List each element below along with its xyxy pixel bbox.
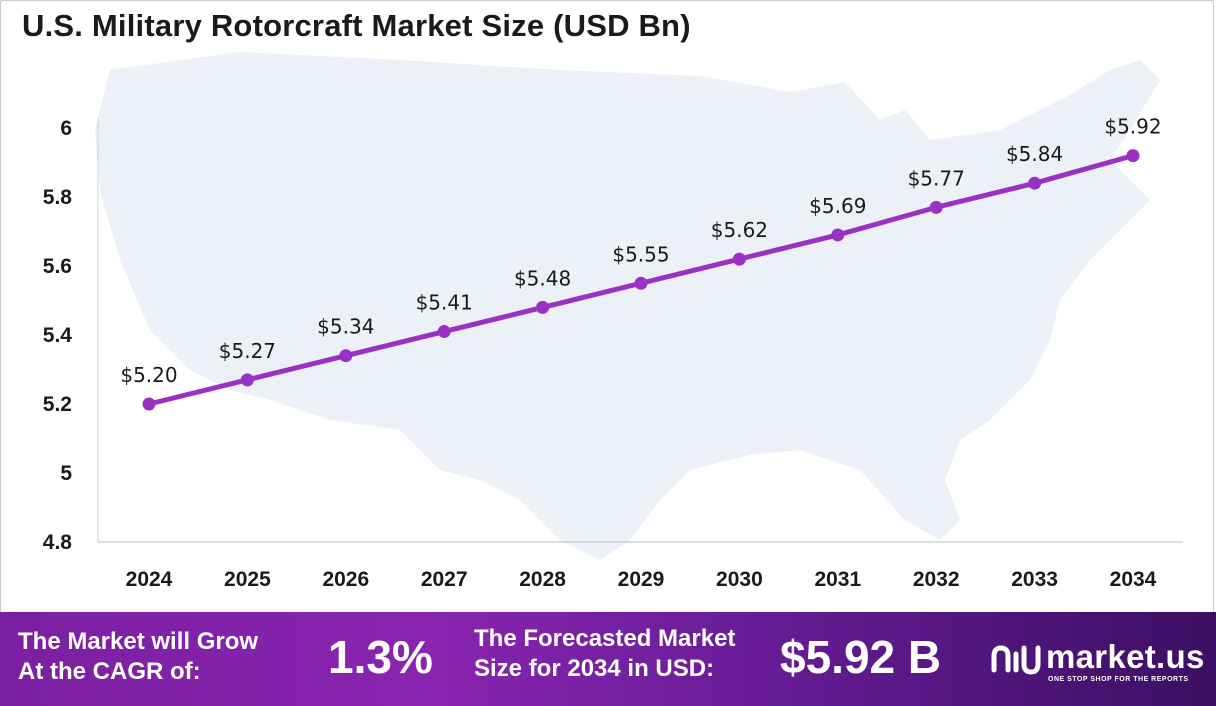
data-label: $5.92 [1104,115,1161,139]
x-tick-label: 2029 [618,568,665,591]
forecast-label-line1: The Forecasted Market [474,625,736,652]
x-tick-label: 2030 [716,568,763,591]
y-tick-label: 4.8 [43,531,73,554]
data-point [1028,176,1042,190]
data-label: $5.77 [908,166,965,190]
x-tick-label: 2031 [814,568,861,591]
data-label: $5.55 [612,242,669,266]
x-tick-label: 2026 [322,568,369,591]
line-chart: 4.8 5 5.2 5.4 5.6 5.8 6 2024 2025 2026 2027 2028 202… [43,52,1183,591]
x-tick-label: 2025 [224,568,271,591]
data-point [1126,149,1140,163]
data-label: $5.27 [219,339,276,363]
y-tick-label: 5 [60,462,72,485]
data-label: $5.84 [1006,142,1063,166]
usa-map-silhouette-icon [95,52,1160,560]
market-us-logo-icon [991,645,1041,675]
data-point [339,349,353,363]
data-point [831,228,845,242]
data-label: $5.34 [317,315,374,339]
y-tick-label: 5.6 [43,255,72,278]
data-point [536,300,550,314]
y-tick-label: 6 [60,117,72,140]
data-point [732,252,746,266]
cagr-value: 1.3% [328,631,433,683]
x-tick-label: 2033 [1011,568,1058,591]
logo-name: market.us [1046,638,1205,675]
data-label: $5.62 [711,218,768,242]
forecast-label-line2: Size for 2034 in USD: [474,655,715,682]
forecast-value: $5.92 B [780,631,942,683]
y-tick-label: 5.2 [43,393,72,416]
data-point [142,397,156,411]
data-label: $5.20 [120,363,177,387]
data-label: $5.41 [416,291,473,315]
cagr-label-line1: The Market will Grow [18,628,259,655]
logo-tagline: ONE STOP SHOP FOR THE REPORTS [1048,676,1189,683]
y-tick-label: 5.8 [43,186,73,209]
x-tick-label: 2027 [421,568,468,591]
market-us-logo: market.us ONE STOP SHOP FOR THE REPORTS [990,636,1210,686]
data-point [634,276,648,290]
x-tick-label: 2028 [519,568,566,591]
summary-banner: The Market will Grow At the CAGR of: 1.3… [0,612,1216,706]
cagr-label-line2: At the CAGR of: [18,658,201,685]
data-label: $5.48 [514,266,571,290]
x-tick-label: 2032 [913,568,960,591]
data-point [437,325,451,339]
data-label: $5.69 [809,194,866,218]
cagr-label: The Market will Grow At the CAGR of: [18,627,258,687]
chart-title: U.S. Military Rotorcraft Market Size (US… [22,8,691,43]
x-tick-label: 2024 [126,568,173,591]
x-tick-label: 2034 [1110,568,1157,591]
data-point [929,200,943,214]
forecast-label: The Forecasted Market Size for 2034 in U… [474,624,735,684]
y-tick-label: 5.4 [43,324,73,347]
data-point [240,373,254,387]
